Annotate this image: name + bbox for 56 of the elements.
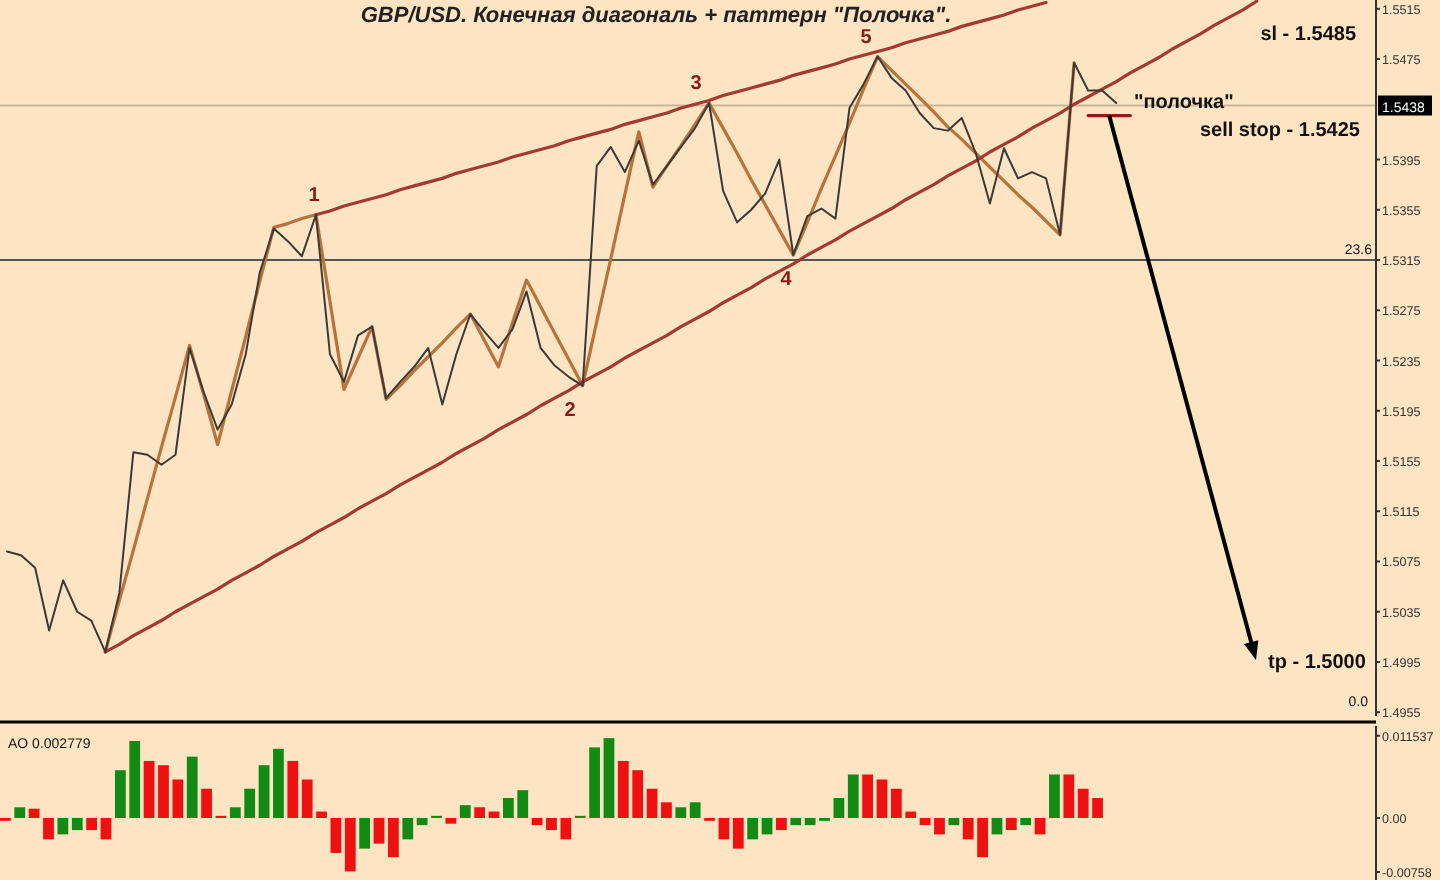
bar <box>675 807 687 818</box>
bar <box>603 738 615 818</box>
annotation: 3 <box>690 73 703 95</box>
bar <box>402 817 414 840</box>
annotation: 1 <box>308 184 321 207</box>
bar <box>689 802 701 818</box>
bar <box>100 817 112 840</box>
bar <box>732 817 744 849</box>
annotation: 4 <box>780 269 793 291</box>
bar <box>28 808 40 818</box>
bar <box>359 817 371 849</box>
bar <box>143 760 155 818</box>
annotation: tp - 1.5000 <box>1268 652 1367 674</box>
bar <box>847 774 859 818</box>
bar <box>661 802 672 818</box>
bar <box>991 817 1003 835</box>
bar <box>718 817 730 840</box>
bar <box>287 760 299 818</box>
bar <box>459 805 471 818</box>
bar <box>948 817 960 826</box>
bar <box>862 774 874 818</box>
bar <box>273 748 284 818</box>
bar <box>776 817 787 831</box>
bar <box>646 788 658 818</box>
annotation: "полочка" <box>1134 92 1235 114</box>
bar <box>388 817 399 858</box>
bar <box>86 817 97 831</box>
bar <box>186 756 198 818</box>
bar <box>445 817 457 824</box>
bar <box>43 817 54 840</box>
bar <box>201 788 212 818</box>
bar <box>344 817 356 872</box>
bar <box>14 807 26 818</box>
bar <box>57 817 69 835</box>
chart-title: GBP/USD. Конечная диагональ + паттерн "Полочка". <box>360 4 952 28</box>
bar <box>474 807 486 818</box>
bar <box>876 779 888 818</box>
bar <box>747 817 759 840</box>
bar <box>1020 817 1032 826</box>
bar <box>258 765 270 818</box>
annotation: sl - 1.5485 <box>1260 24 1357 46</box>
bar <box>790 817 802 826</box>
annotation: 5 <box>860 26 873 49</box>
annotation: sell stop - 1.5425 <box>1199 120 1361 142</box>
bar <box>761 817 773 835</box>
bar <box>1063 774 1075 818</box>
bar <box>416 817 428 826</box>
bar <box>71 817 83 831</box>
bar <box>1005 817 1017 831</box>
bar <box>833 798 845 818</box>
bar <box>1049 774 1060 818</box>
bar <box>1034 817 1046 835</box>
bar <box>531 817 543 826</box>
bar <box>330 817 342 853</box>
annotation: 2 <box>564 399 577 422</box>
bar <box>373 817 385 844</box>
